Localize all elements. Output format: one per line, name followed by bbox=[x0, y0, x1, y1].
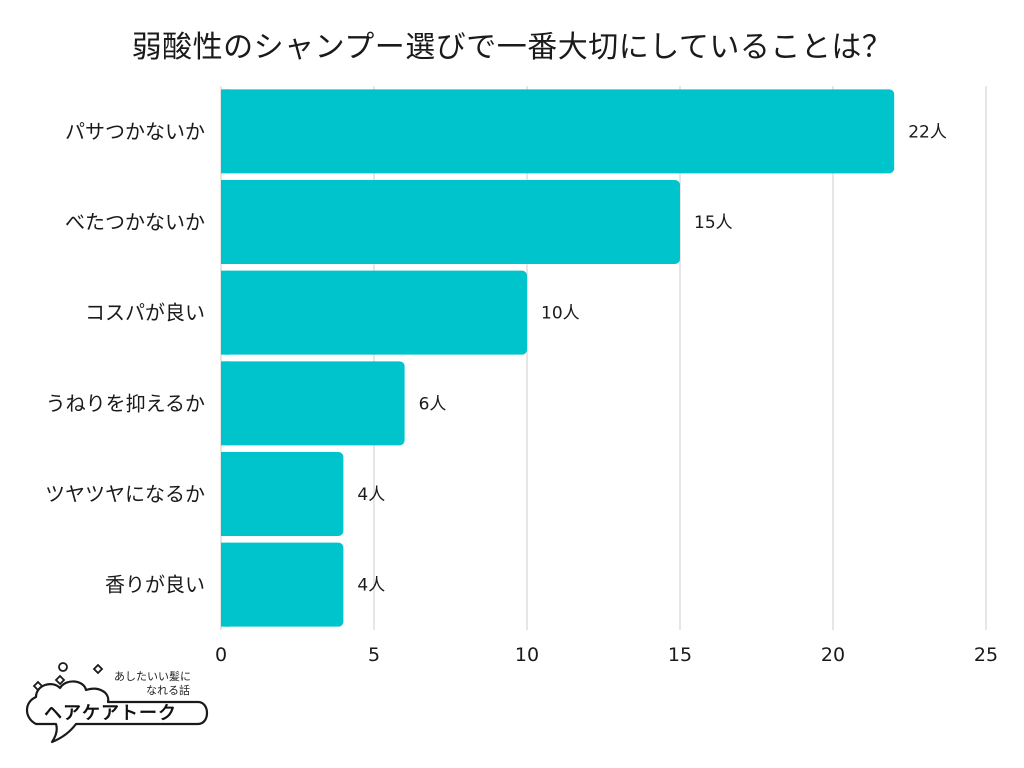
bar bbox=[221, 180, 680, 264]
sparkle-icon bbox=[32, 662, 104, 692]
bar-base bbox=[221, 452, 229, 536]
bar-base bbox=[221, 89, 229, 174]
category-label: コスパが良い bbox=[85, 301, 205, 325]
category-label: うねりを抑えるか bbox=[46, 391, 205, 415]
value-label: 4人 bbox=[357, 485, 385, 505]
bars bbox=[221, 89, 895, 627]
bar bbox=[221, 452, 344, 536]
value-label: 10人 bbox=[541, 304, 580, 324]
x-tick-label: 25 bbox=[974, 644, 998, 666]
value-label: 15人 bbox=[694, 213, 733, 233]
category-label: べたつかないか bbox=[65, 210, 205, 234]
x-tick-label: 15 bbox=[668, 644, 692, 666]
gridlines bbox=[220, 86, 987, 630]
category-label: 香りが良い bbox=[105, 573, 205, 597]
bar-base bbox=[221, 542, 229, 627]
value-label: 22人 bbox=[908, 122, 947, 142]
x-tick-label: 0 bbox=[215, 644, 227, 666]
bar bbox=[221, 89, 895, 174]
logo-name: ヘアケアトーク bbox=[44, 703, 177, 724]
category-label: ツヤツヤになるか bbox=[45, 482, 205, 506]
logo-tagline-line1: あしたいい髪に bbox=[114, 669, 191, 683]
category-label: パサつかないか bbox=[65, 119, 205, 143]
chart-title: 弱酸性のシャンプー選びで一番大切にしていることは？ bbox=[131, 30, 893, 65]
x-tick-label: 10 bbox=[515, 644, 539, 666]
value-label: 6人 bbox=[419, 394, 447, 414]
bar bbox=[221, 361, 405, 446]
x-tick-label: 5 bbox=[368, 644, 380, 666]
hair-care-talk-logo: あしたいい髪に なれる話 ヘアケアトーク bbox=[25, 662, 209, 744]
x-tick-label: 20 bbox=[821, 644, 845, 666]
bar-base bbox=[221, 180, 229, 264]
logo-tagline-line2: なれる話 bbox=[146, 683, 190, 697]
bar bbox=[221, 542, 344, 627]
bar bbox=[221, 270, 527, 355]
bar-base bbox=[221, 361, 229, 446]
bar-base bbox=[221, 270, 229, 355]
speech-bubble-icon bbox=[25, 680, 209, 744]
value-label: 4人 bbox=[357, 576, 385, 596]
